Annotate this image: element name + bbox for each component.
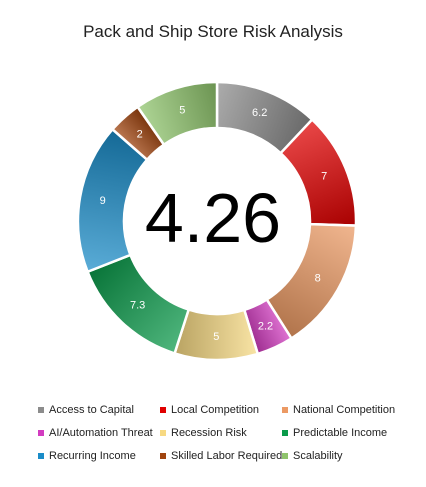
legend-swatch	[160, 406, 166, 413]
data-label-recurring-income: 9	[100, 195, 106, 207]
legend-item-local-competition: Local Competition	[160, 402, 282, 417]
legend-label: Recurring Income	[49, 449, 136, 462]
legend-swatch	[38, 406, 44, 413]
data-label-local-competition: 7	[321, 171, 327, 183]
legend-label: Predictable Income	[293, 426, 388, 439]
slice-scalability	[135, 80, 219, 147]
legend-label: Local Competition	[171, 403, 260, 416]
chart-title: Pack and Ship Store Risk Analysis	[83, 22, 343, 41]
legend-swatch	[282, 406, 288, 413]
legend-label: Access to Capital	[49, 403, 134, 416]
legend-item-national-competition: National Competition	[282, 402, 418, 417]
legend-item-access-to-capital: Access to Capital	[38, 402, 160, 417]
data-label-predictable-income: 7.3	[130, 300, 145, 312]
data-label-national-competition: 8	[315, 273, 321, 285]
legend: Access to Capital Local Competition Nation…	[38, 402, 418, 463]
legend-label: AI/Automation Threat	[49, 426, 153, 439]
legend-item-recession-risk: Recession Risk	[160, 425, 282, 440]
legend-label: Scalability	[293, 449, 343, 462]
legend-label: Recession Risk	[171, 426, 247, 439]
legend-label: Skilled Labor Required	[171, 449, 283, 462]
legend-item-scalability: Scalability	[282, 448, 418, 463]
data-label-scalability: 5	[179, 104, 185, 116]
data-label-access-to-capital: 6.2	[252, 107, 267, 119]
legend-swatch	[160, 452, 166, 459]
legend-swatch	[160, 429, 166, 436]
legend-item-skilled-labor-required: Skilled Labor Required	[160, 448, 282, 463]
legend-label: National Competition	[293, 403, 396, 416]
legend-item-predictable-income: Predictable Income	[282, 425, 418, 440]
data-label-recession-risk: 5	[213, 331, 219, 343]
legend-item-recurring-income: Recurring Income	[38, 448, 160, 463]
donut-slices	[76, 80, 358, 362]
legend-swatch	[282, 429, 288, 436]
legend-item-ai-automation-threat: AI/Automation Threat	[38, 425, 160, 440]
donut-data-labels: 6.2 7 8 2.2 5 7.3 9 2 5	[100, 104, 328, 343]
legend-swatch	[38, 429, 44, 436]
data-label-ai-automation-threat: 2.2	[258, 320, 273, 332]
legend-swatch	[282, 452, 288, 459]
center-value: 4.26	[144, 179, 282, 257]
data-label-skilled-labor-required: 2	[137, 128, 143, 140]
legend-swatch	[38, 452, 44, 459]
